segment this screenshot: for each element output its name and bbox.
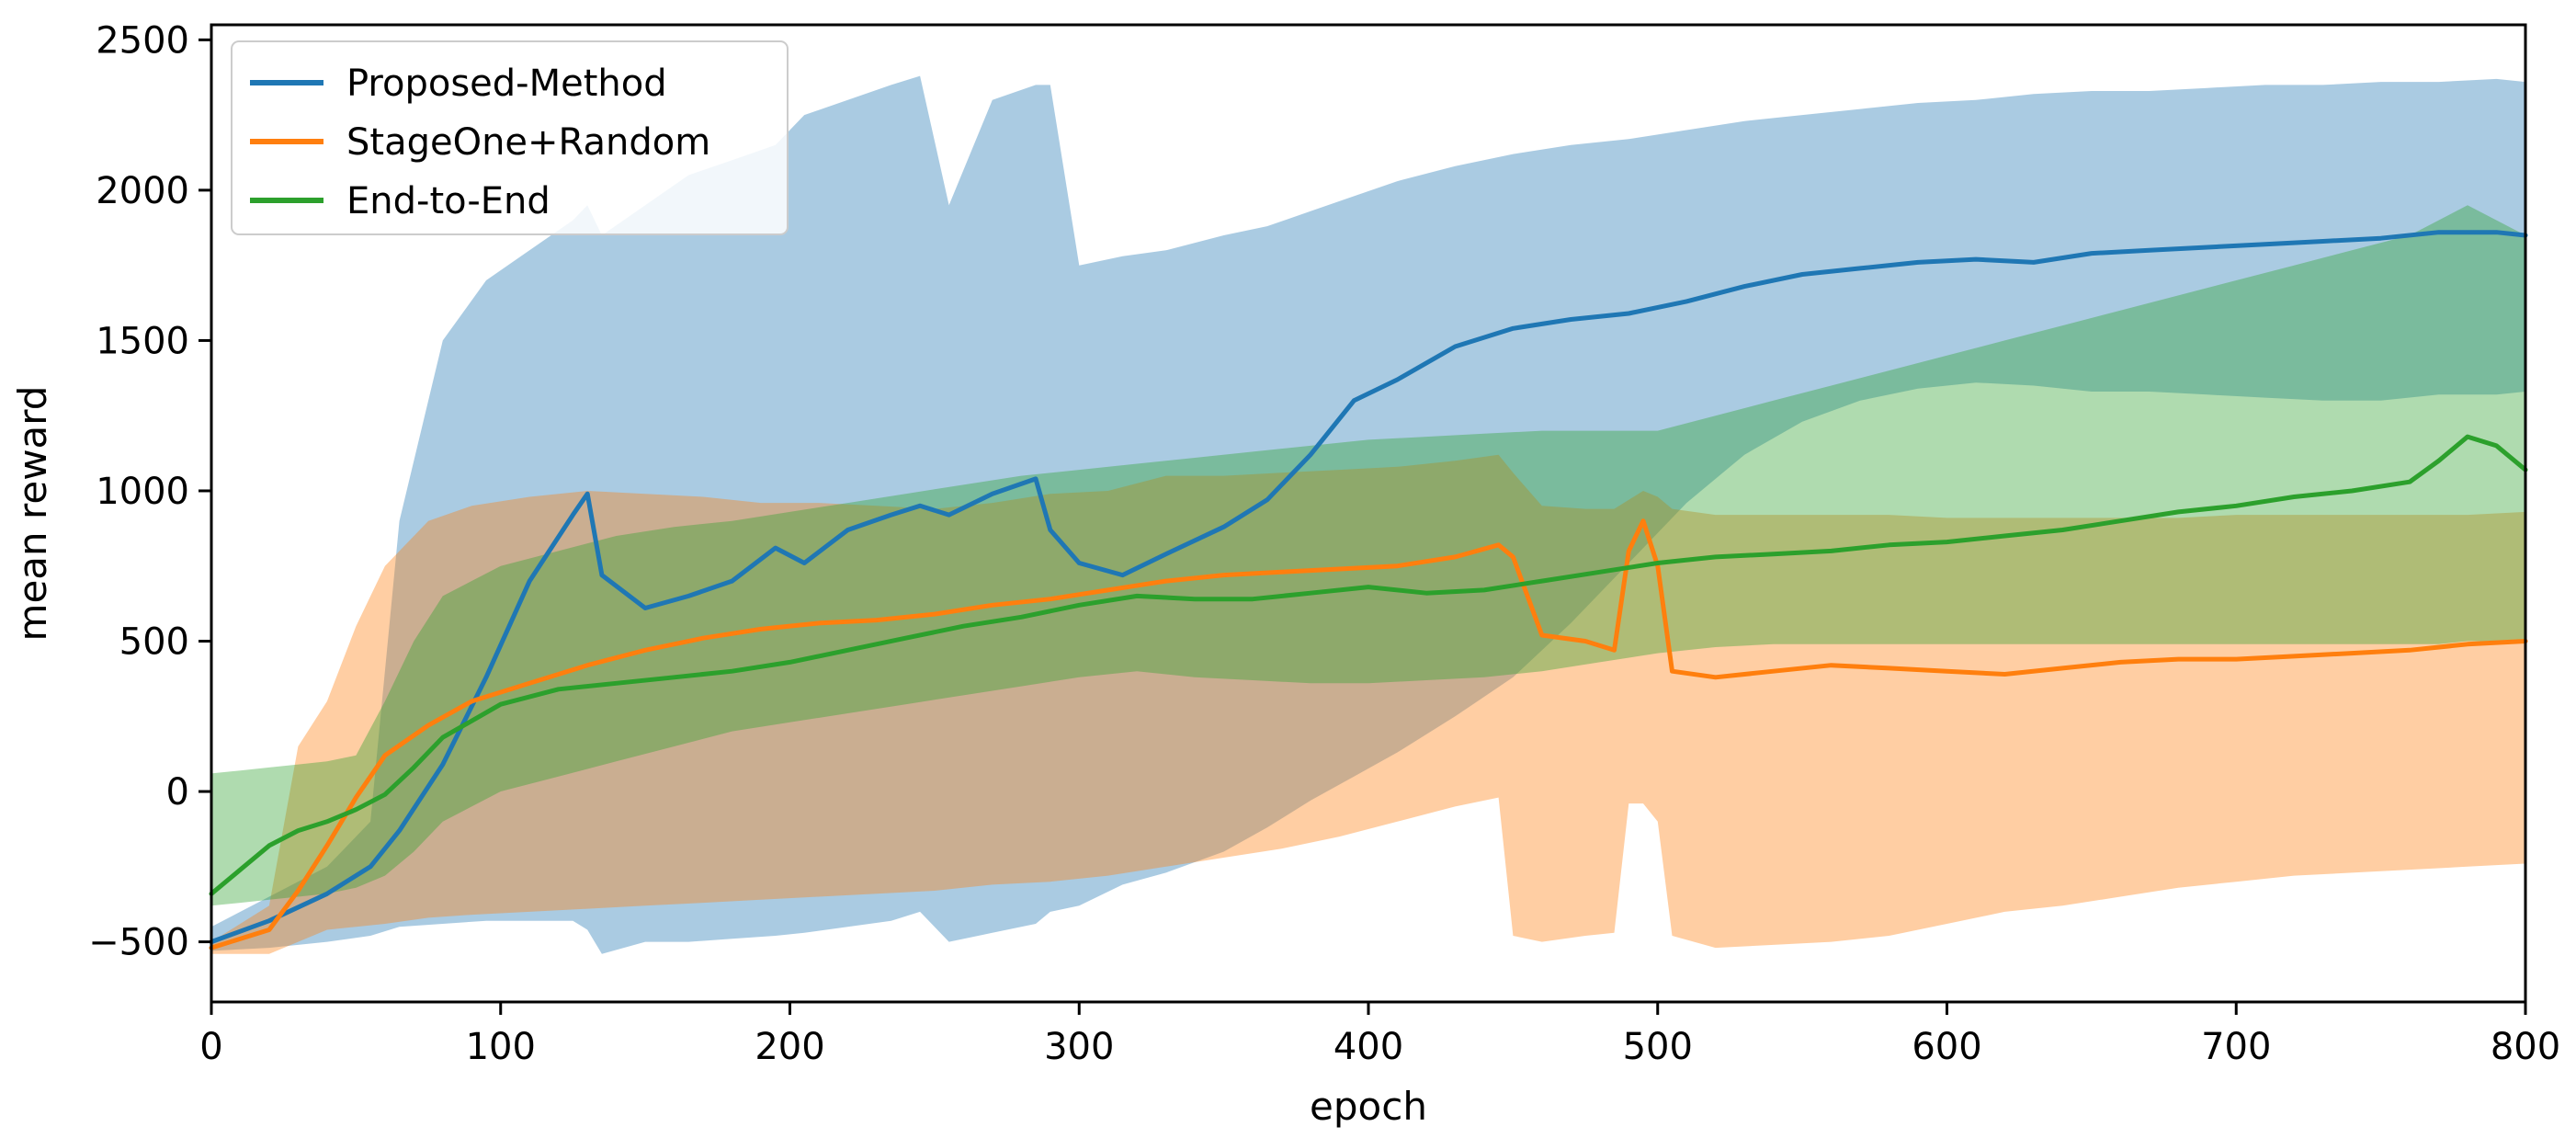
legend: Proposed-Method StageOne+Random End-to-End xyxy=(231,40,789,235)
x-tick-label: 400 xyxy=(1333,1026,1403,1068)
y-tick-label: 2000 xyxy=(96,170,189,212)
y-axis-title: mean reward xyxy=(10,386,55,642)
legend-label: StageOne+Random xyxy=(346,121,710,164)
x-axis-title: epoch xyxy=(1310,1084,1427,1129)
x-tick-label: 300 xyxy=(1044,1026,1114,1068)
band-proposed-method xyxy=(211,75,2525,954)
y-tick-label: −500 xyxy=(88,922,189,964)
x-tick-label: 0 xyxy=(199,1026,222,1068)
legend-box xyxy=(231,40,789,235)
legend-label: Proposed-Method xyxy=(346,63,667,105)
x-tick-label: 600 xyxy=(1912,1026,1981,1068)
line-stageone-random xyxy=(209,518,2528,950)
line-proposed-method xyxy=(209,230,2528,945)
legend-label: End-to-End xyxy=(346,180,550,222)
confidence-bands xyxy=(211,75,2525,954)
y-axis: −500 0 500 1000 1500 2000 2500 xyxy=(88,19,211,964)
y-tick-label: 2500 xyxy=(96,19,189,62)
x-axis: 0 100 200 300 400 500 600 700 800 xyxy=(199,1002,2560,1068)
x-tick-label: 700 xyxy=(2201,1026,2271,1068)
x-tick-label: 500 xyxy=(1623,1026,1693,1068)
series-lines xyxy=(209,230,2528,950)
y-tick-label: 0 xyxy=(166,771,189,814)
x-tick-label: 100 xyxy=(466,1026,536,1068)
y-tick-label: 1000 xyxy=(96,471,189,513)
band-end-to-end xyxy=(211,205,2525,906)
x-tick-label: 200 xyxy=(755,1026,824,1068)
line-end-to-end xyxy=(209,434,2528,896)
x-tick-label: 800 xyxy=(2491,1026,2560,1068)
band-stageone-random xyxy=(211,454,2525,954)
y-tick-label: 1500 xyxy=(96,320,189,362)
y-tick-label: 500 xyxy=(119,621,189,664)
